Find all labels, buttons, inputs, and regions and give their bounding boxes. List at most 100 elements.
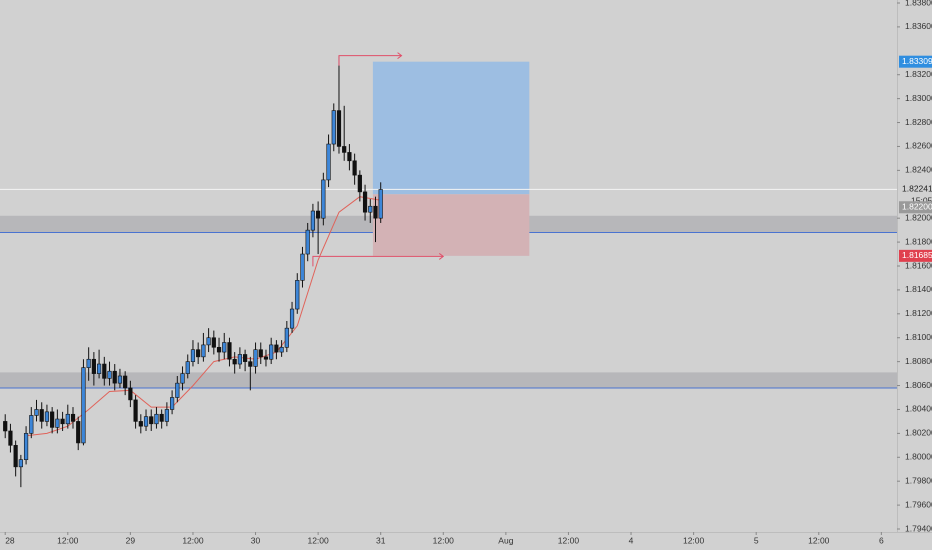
target-label: 1.83309 (902, 56, 932, 66)
candle-body (102, 363, 107, 379)
candle-body (284, 327, 289, 348)
candle-body (196, 349, 201, 358)
zone (0, 372, 897, 388)
candle-body (143, 416, 149, 427)
y-tick-label: 1.82400 (905, 165, 932, 175)
candle-body (169, 397, 175, 410)
candle-body (86, 358, 91, 368)
x-tick-label: 29 (126, 535, 136, 545)
last-price-badge (899, 183, 932, 196)
y-tick-label: 1.80800 (905, 356, 932, 366)
candle-body (289, 308, 295, 329)
candle-body (211, 337, 216, 348)
y-tick-label: 1.81600 (905, 260, 932, 270)
candle-body (253, 349, 258, 367)
candle-body (310, 210, 316, 231)
candle-body (23, 433, 29, 460)
entry-badge (899, 201, 932, 214)
y-tick-label: 1.79600 (905, 499, 932, 509)
y-tick-label: 1.81000 (905, 332, 932, 342)
x-tick-label: 12:00 (558, 535, 580, 545)
candle-body (76, 421, 81, 444)
x-tick-label: 12:00 (683, 535, 705, 545)
y-tick-label: 1.82600 (905, 141, 932, 151)
stop-zone (372, 194, 530, 256)
candle-body (227, 342, 232, 360)
x-tick-label: 12:00 (808, 535, 830, 545)
candle-body (159, 413, 164, 422)
y-tick-label: 1.79400 (905, 523, 932, 533)
x-tick-label: 5 (754, 535, 759, 545)
candle-body (39, 409, 44, 422)
candle-body (347, 152, 352, 162)
candle-body (55, 418, 60, 428)
candle-body (232, 358, 237, 365)
candle-body (342, 146, 347, 153)
candle-body (258, 349, 263, 358)
candle-body (222, 342, 227, 353)
y-tick-label: 1.79800 (905, 475, 932, 485)
x-tick-label: 12:00 (307, 535, 329, 545)
candle-body (237, 354, 242, 365)
candle-body (201, 344, 206, 358)
candle-body (50, 411, 55, 428)
candle-body (368, 205, 373, 213)
stop-badge (899, 249, 932, 262)
stop-label: 1.81685 (902, 250, 932, 260)
candle-body (70, 413, 76, 422)
y-tick-label: 1.83600 (905, 21, 932, 31)
candle-body (352, 160, 357, 176)
level-arrow (312, 253, 445, 267)
candle-body (65, 413, 70, 425)
y-tick-label: 1.80000 (905, 452, 932, 462)
candle-body (154, 413, 159, 425)
candle-body (190, 349, 196, 362)
candle-body (123, 375, 128, 389)
candle-body (149, 416, 154, 425)
candle-body (175, 382, 180, 398)
candle-body (185, 361, 190, 374)
entry-label: 1.82200 (902, 202, 932, 212)
candle-body (274, 344, 279, 353)
y-tick-label: 1.81400 (905, 284, 932, 294)
x-tick-label: 30 (251, 535, 261, 545)
x-tick-label: 12:00 (182, 535, 204, 545)
candle-body (164, 409, 169, 422)
candle-body (34, 409, 39, 416)
y-tick-label: 1.80400 (905, 404, 932, 414)
y-tick-label: 1.83200 (905, 69, 932, 79)
candle-body (206, 337, 211, 346)
y-tick-label: 1.82000 (905, 212, 932, 222)
candle-body (326, 143, 331, 181)
candle-body (60, 418, 65, 425)
x-tick-label: 31 (376, 535, 386, 545)
candle-body (305, 229, 310, 255)
level-arrow (338, 52, 403, 66)
y-tick-label: 1.80200 (905, 428, 932, 438)
candle-body (362, 191, 368, 213)
candle-body (180, 373, 185, 384)
y-tick-label: 1.80600 (905, 380, 932, 390)
y-tick-label: 1.82800 (905, 117, 932, 127)
candle-body (300, 253, 305, 281)
candle-body (8, 430, 13, 446)
x-tick-label: 28 (5, 535, 15, 545)
candle-body (248, 361, 253, 367)
target-badge (899, 55, 932, 68)
candle-body (107, 370, 112, 379)
last-price-label: 1.82241 (902, 184, 932, 194)
candle-body (336, 110, 342, 147)
candle-body (112, 370, 117, 384)
candle-body (373, 205, 378, 219)
candle-body (91, 358, 96, 374)
x-tick-label: 12:00 (57, 535, 79, 545)
candle-body (316, 210, 321, 219)
candle-body (357, 174, 362, 193)
candle-body (138, 421, 143, 427)
candle-body (3, 421, 8, 432)
candle-body (81, 367, 86, 444)
candle-body (269, 344, 274, 360)
countdown: 15:05 (911, 196, 932, 206)
candle-body (295, 280, 300, 310)
